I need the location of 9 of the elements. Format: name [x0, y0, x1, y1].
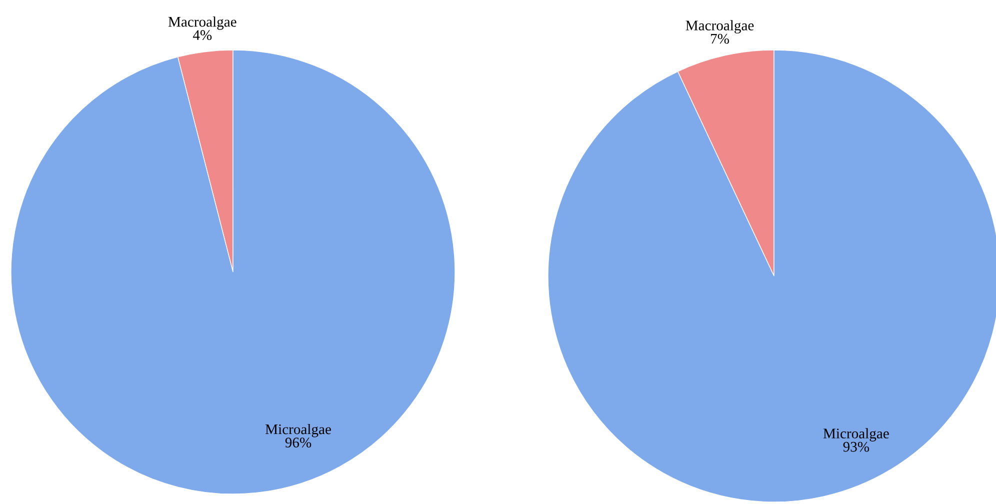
- data-label: 93%: [843, 442, 870, 452]
- slice-label: Microalgae: [265, 424, 331, 438]
- data-label: 4%: [192, 30, 212, 40]
- data-label: 7%: [711, 34, 729, 44]
- slice-label: Microalgae: [823, 428, 889, 442]
- pie-slice: [10, 50, 456, 494]
- slice-label: Macroalgae: [686, 20, 754, 34]
- data-label: 96%: [285, 438, 312, 448]
- slice-label: Macroalgae: [168, 16, 236, 30]
